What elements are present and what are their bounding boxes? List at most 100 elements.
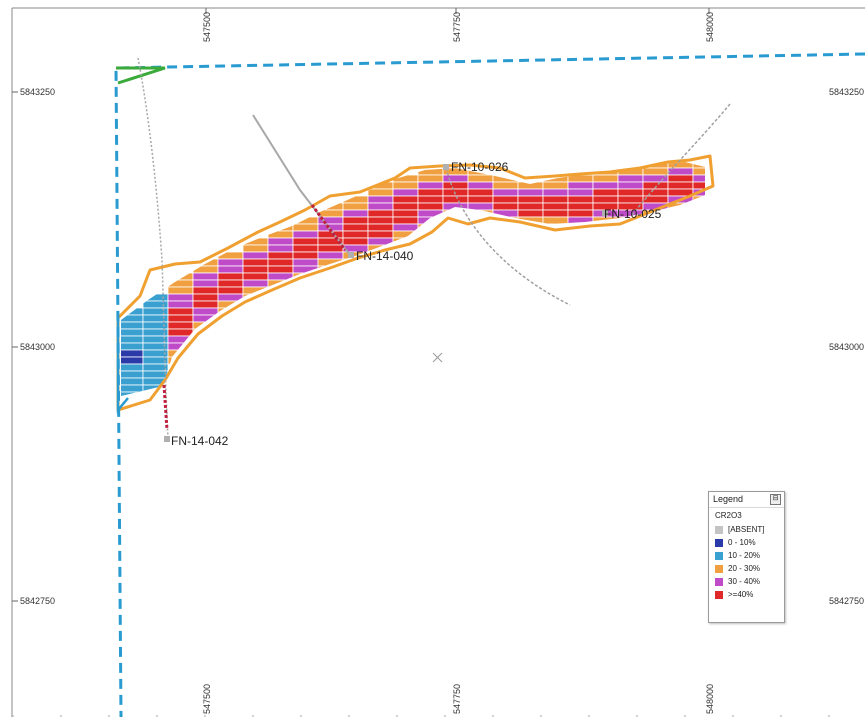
model-block [317,244,344,253]
model-block [642,188,669,197]
model-block [367,216,394,225]
model-block [142,300,169,309]
model-block [692,181,705,190]
model-block [617,195,644,204]
model-block [121,377,144,386]
model-block [517,188,544,197]
model-block [417,209,444,218]
model-block [267,244,294,253]
model-block [392,202,419,211]
model-block [442,181,469,190]
legend-swatch [715,538,723,547]
model-block [442,195,469,204]
model-block [417,181,444,190]
easting-label-top: 547750 [452,12,462,42]
collar-marker[interactable] [602,210,608,216]
model-block [542,216,569,225]
model-block [121,328,144,337]
model-block [192,293,219,302]
model-block [121,391,144,396]
model-block [692,174,705,183]
model-block [167,321,194,330]
model-block [542,202,569,211]
collar-marker[interactable] [164,436,170,442]
model-block [392,223,419,232]
northing-label-left: 5843000 [20,342,55,352]
model-block [592,174,619,183]
model-block [317,209,344,218]
model-block [517,181,544,190]
model-block [121,342,144,351]
legend-swatch [715,525,723,534]
model-block [267,258,294,267]
green-wireframe [116,66,166,85]
model-block [492,188,519,197]
model-block [167,307,194,316]
drillhole-trace-fn-10-025 [631,103,731,216]
model-block [417,202,444,211]
model-block [517,195,544,204]
drillhole-label[interactable]: FN-14-040 [356,249,414,263]
model-block [417,195,444,204]
model-block [192,307,219,316]
northing-label-right: 5842750 [829,596,864,606]
model-block [121,363,144,372]
model-block [542,209,569,218]
drillhole-trace-fn-14-042 [137,57,169,439]
model-block [517,202,544,211]
model-block [342,202,369,211]
model-block [167,279,194,288]
legend-swatch [715,590,723,599]
drillhole-trace-fn-10-026 [445,167,571,306]
model-block [442,174,469,183]
legend-item-label: [ABSENT] [728,525,765,534]
northing-label-left: 5842750 [20,596,55,606]
legend-swatch [715,564,723,573]
model-block [692,162,705,169]
model-block [567,209,594,218]
model-block [121,384,144,393]
legend-swatch [715,551,723,560]
model-block [317,251,344,260]
model-block [667,174,694,183]
model-block [367,202,394,211]
model-block [342,230,369,239]
legend-panel[interactable]: Legend ⊟ CR2O3 [ABSENT] 0 - 10% 10 - 20%… [708,491,785,623]
model-block [167,272,194,281]
model-block [692,195,705,204]
model-block [217,251,244,260]
drillhole-label[interactable]: FN-14-042 [171,434,229,448]
collar-marker[interactable] [443,164,449,170]
model-block [342,223,369,232]
model-block [642,195,669,204]
model-block [617,174,644,183]
model-block [242,258,269,267]
model-block [142,293,169,302]
easting-label-bottom: 547500 [202,684,212,714]
model-block [192,279,219,288]
model-block [267,237,294,246]
model-block [342,195,369,204]
model-block [217,272,244,281]
drillhole-label[interactable]: FN-10-026 [451,160,509,174]
model-block [217,286,244,295]
model-block [392,181,419,190]
model-block [592,181,619,190]
drillhole-label[interactable]: FN-10-025 [604,207,662,221]
legend-item-label: 10 - 20% [728,551,761,560]
legend-item-label: 20 - 30% [728,564,761,573]
legend-collapse-button[interactable]: ⊟ [770,494,781,505]
model-block [142,370,169,379]
collar-marker[interactable] [348,252,354,258]
model-block [467,181,494,190]
model-block [292,244,319,253]
model-block [492,209,519,218]
model-block [192,272,219,281]
model-block [121,321,144,330]
model-block [692,167,705,176]
model-block [417,174,444,183]
model-block [242,265,269,274]
legend-item: 30 - 40% [709,575,784,588]
